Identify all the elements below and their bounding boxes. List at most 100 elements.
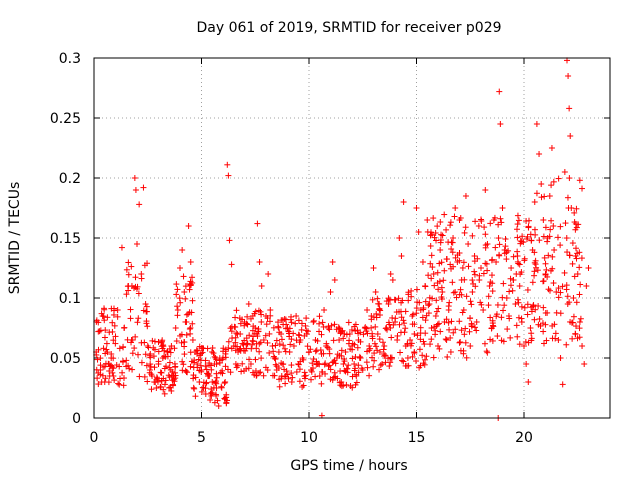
data-point	[426, 301, 433, 307]
data-point	[552, 330, 559, 337]
data-point	[316, 320, 323, 327]
data-point	[215, 403, 222, 409]
data-point	[438, 259, 445, 266]
data-point	[488, 325, 495, 331]
data-point	[411, 331, 418, 337]
data-point	[125, 271, 132, 278]
data-point	[443, 226, 450, 233]
data-point	[438, 231, 445, 238]
data-point	[95, 381, 102, 388]
data-point	[168, 343, 175, 349]
data-point	[200, 385, 207, 391]
data-point	[383, 325, 390, 331]
data-point	[172, 325, 179, 331]
data-point	[364, 307, 371, 313]
data-point	[278, 331, 285, 337]
data-point	[309, 360, 316, 367]
data-point	[244, 321, 251, 328]
data-point	[189, 279, 196, 286]
data-point	[148, 386, 155, 393]
data-point	[99, 313, 106, 319]
data-point	[388, 334, 395, 341]
data-point	[535, 302, 542, 309]
data-point	[441, 319, 448, 325]
data-point	[440, 277, 447, 284]
data-point	[505, 247, 512, 254]
data-point	[319, 319, 326, 326]
data-point	[519, 233, 526, 240]
data-point	[428, 325, 435, 331]
data-point	[189, 337, 196, 343]
data-point	[372, 289, 379, 295]
data-point	[151, 338, 158, 345]
data-point	[472, 324, 479, 331]
data-point	[480, 307, 487, 313]
data-point	[513, 270, 520, 277]
data-point	[258, 318, 265, 325]
data-point	[557, 355, 564, 361]
data-point	[433, 237, 440, 244]
data-point	[369, 330, 376, 337]
data-point	[494, 333, 501, 340]
data-point	[121, 375, 128, 382]
data-point	[123, 266, 130, 273]
data-point	[349, 355, 356, 362]
data-point	[154, 375, 161, 382]
data-point	[564, 293, 571, 300]
data-point	[566, 175, 573, 182]
data-point	[344, 369, 351, 376]
data-point	[256, 259, 263, 265]
data-point	[182, 367, 189, 374]
data-point	[325, 363, 332, 370]
data-point	[569, 240, 576, 247]
data-point	[106, 329, 113, 336]
data-point	[97, 367, 104, 373]
data-point	[515, 314, 522, 321]
data-point	[149, 337, 156, 344]
x-tick-label: 15	[408, 430, 426, 446]
data-point	[518, 303, 525, 310]
data-point	[516, 283, 523, 289]
data-point	[273, 337, 280, 344]
data-point	[420, 338, 427, 345]
data-point	[254, 220, 261, 227]
data-point	[417, 307, 424, 313]
data-point	[113, 362, 120, 369]
data-point	[454, 259, 461, 265]
data-point	[272, 356, 279, 363]
data-point	[422, 356, 429, 363]
data-point	[441, 211, 448, 218]
data-point	[275, 324, 282, 331]
data-point	[318, 350, 325, 357]
data-point	[376, 366, 383, 373]
data-point	[502, 236, 509, 243]
data-point	[576, 264, 583, 271]
data-point	[289, 374, 296, 381]
data-point	[316, 373, 323, 379]
data-point	[501, 247, 508, 253]
data-point	[252, 367, 259, 374]
data-point	[202, 391, 209, 397]
data-point	[147, 361, 154, 368]
data-point	[207, 362, 214, 369]
data-point	[413, 205, 420, 211]
data-point	[434, 223, 441, 230]
data-point	[223, 399, 230, 406]
data-point	[189, 297, 196, 304]
data-point	[523, 361, 530, 367]
data-point	[452, 289, 459, 296]
data-point	[348, 327, 355, 334]
y-tick-label: 0.05	[50, 351, 81, 367]
data-point	[125, 259, 132, 266]
data-point	[550, 280, 557, 287]
data-point	[179, 358, 186, 365]
data-point	[303, 315, 310, 322]
data-point	[536, 237, 543, 244]
data-point	[341, 358, 348, 365]
data-point	[208, 386, 215, 393]
data-point	[456, 318, 463, 325]
data-point	[213, 385, 220, 391]
data-point	[527, 325, 534, 331]
data-point	[297, 337, 304, 343]
data-point	[478, 265, 484, 271]
